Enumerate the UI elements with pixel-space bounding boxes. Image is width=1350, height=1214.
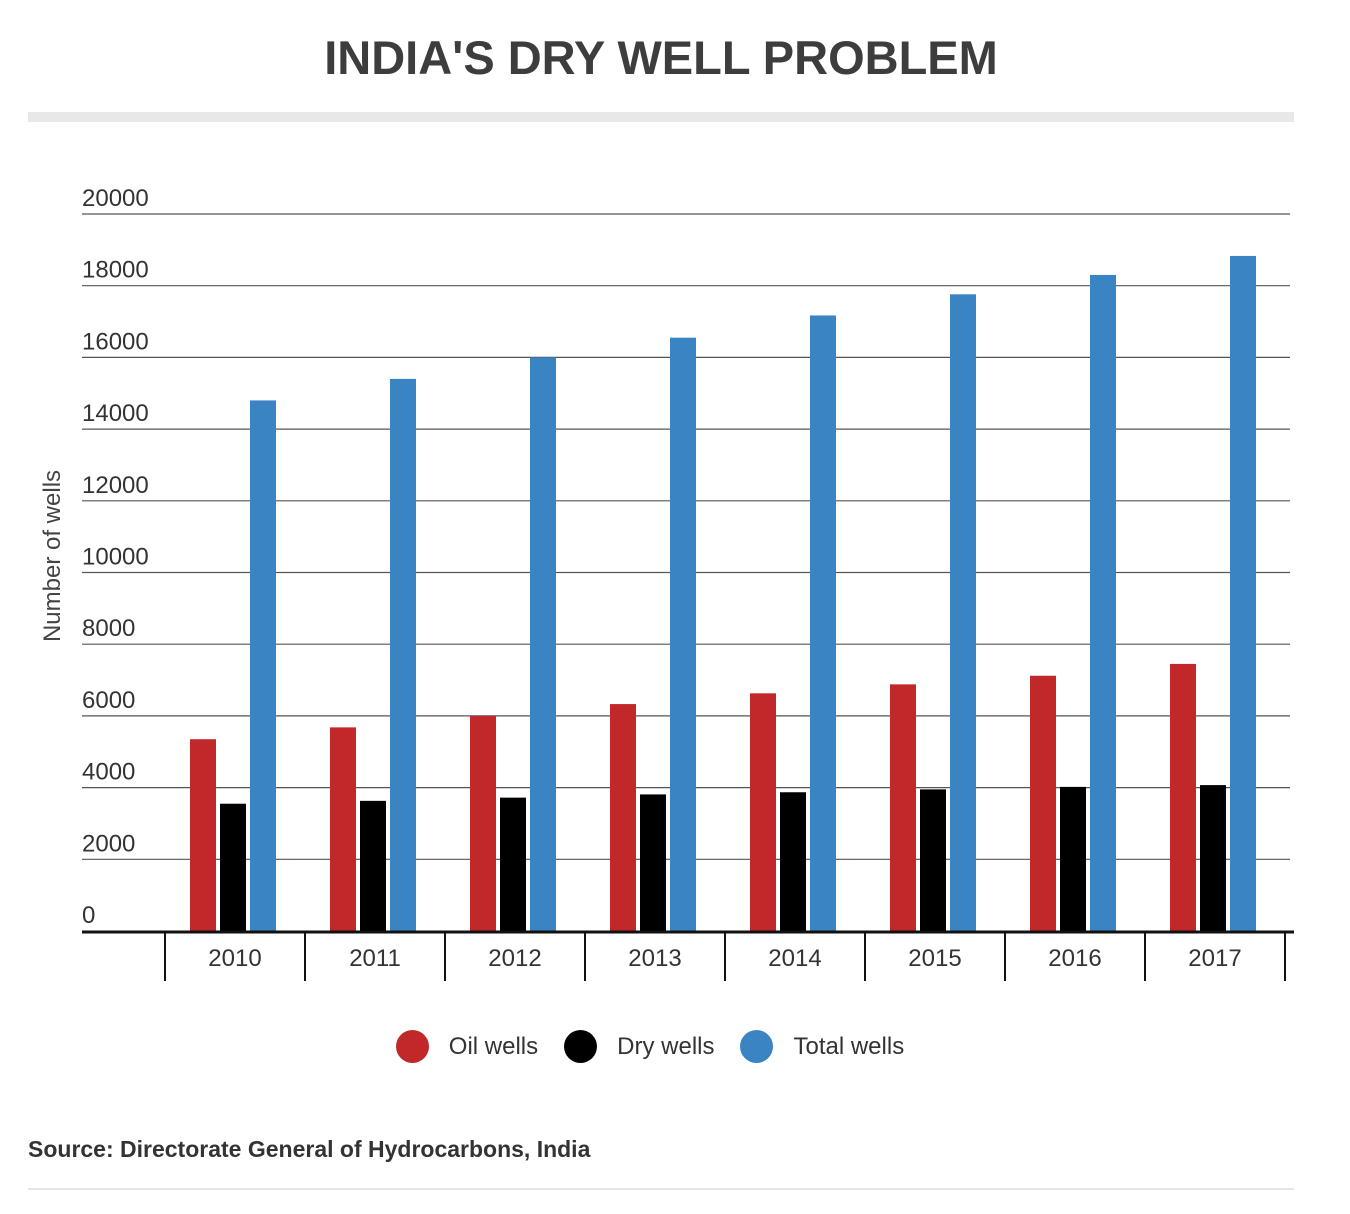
bar-oil-wells-2011 [330,727,356,931]
legend-item-oil-wells: Oil wells [395,1030,539,1063]
bar-oil-wells-2014 [750,693,776,931]
x-tick-label: 2011 [349,945,401,972]
source-note: Source: Directorate General of Hydrocarb… [28,1136,591,1162]
bar-oil-wells-2010 [190,739,216,931]
bar-dry-wells-2010 [220,803,246,931]
x-tick-label: 2014 [768,945,821,972]
bar-dry-wells-2014 [780,792,806,931]
legend-swatch-total [740,1030,774,1063]
y-tick-label: 8000 [82,615,135,642]
bar-oil-wells-2016 [1030,675,1056,931]
legend-swatch-oil [395,1030,429,1063]
bar-dry-wells-2011 [360,800,386,931]
x-tick-label: 2012 [488,945,541,972]
x-axis: 2010 2011 2012 2013 2014 2015 2016 2017 [82,930,1294,981]
y-tick-label: 14000 [82,400,149,427]
x-tick-label: 2017 [1188,945,1241,972]
bar-total-wells-2011 [390,378,416,931]
y-tick-label: 6000 [82,687,135,714]
bar-dry-wells-2016 [1060,786,1086,931]
legend-label-total: Total wells [793,1032,905,1060]
legend-item-total-wells: Total wells [740,1030,904,1063]
y-tick-label: 2000 [82,830,135,857]
bottom-divider [28,1188,1294,1190]
y-axis-label: Number of wells [39,470,66,642]
bar-total-wells-2017 [1230,255,1256,931]
title-divider [28,112,1294,122]
bar-total-wells-2014 [810,315,836,931]
bar-total-wells-2015 [950,294,976,932]
y-tick-label: 10000 [82,544,149,571]
y-tick-label: 20000 [82,185,149,212]
y-axis-ticks: 0 2000 4000 6000 8000 10000 12000 14000 16000 180… [82,185,149,929]
y-tick-label: 4000 [82,759,135,786]
bar-dry-wells-2015 [920,789,946,931]
x-tick-label: 2016 [1048,945,1101,972]
legend-swatch-dry [564,1030,598,1063]
chart-title: INDIA'S DRY WELL PROBLEM [324,31,998,84]
bar-oil-wells-2017 [1170,663,1196,931]
bar-dry-wells-2017 [1200,785,1226,931]
y-tick-label: 0 [82,902,95,929]
legend-label-oil: Oil wells [448,1032,539,1060]
bar-total-wells-2016 [1090,274,1116,931]
legend: Oil wells Dry wells Total wells [0,1030,1300,1063]
bar-total-wells-2013 [670,337,696,931]
bars [190,255,1256,932]
y-tick-label: 16000 [82,328,149,355]
legend-label-dry: Dry wells [617,1032,715,1060]
y-tick-label: 12000 [82,472,149,499]
x-tick-label: 2010 [208,945,261,972]
bar-oil-wells-2012 [470,715,496,931]
legend-item-dry-wells: Dry wells [564,1030,714,1063]
bar-oil-wells-2015 [890,684,916,931]
bar-dry-wells-2013 [640,794,666,931]
bar-total-wells-2012 [530,357,556,931]
x-tick-label: 2015 [908,945,961,972]
bar-dry-wells-2012 [500,797,526,931]
y-tick-label: 18000 [82,257,149,284]
bar-oil-wells-2013 [610,704,636,931]
x-tick-label: 2013 [628,945,681,972]
bar-total-wells-2010 [250,400,276,931]
bar-chart: 0 2000 4000 6000 8000 10000 12000 14000 16000 180… [39,185,1294,981]
